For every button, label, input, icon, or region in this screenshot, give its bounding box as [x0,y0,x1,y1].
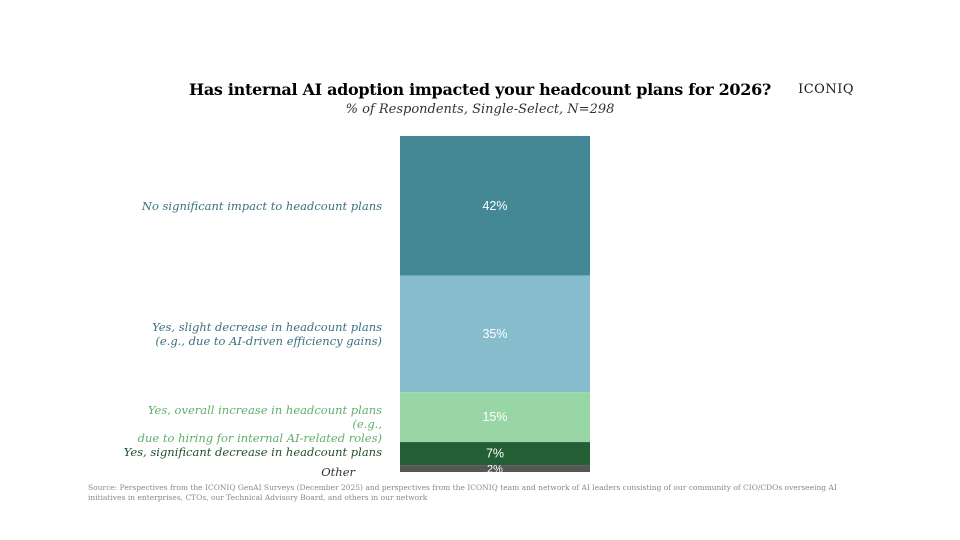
category-label-line: (e.g., due to AI-driven efficiency gains… [155,333,382,348]
category-label-line: No significant impact to headcount plans [141,198,382,213]
category-label-line: Yes, significant decrease in headcount p… [123,444,382,459]
chart-title: Has internal AI adoption impacted your h… [189,80,771,99]
category-label-significant-decrease: Yes, significant decrease in headcount p… [122,445,382,459]
category-label-slight-decrease: Yes, slight decrease in headcount plans(… [122,320,382,348]
bar-segment-significant-decrease [400,442,590,466]
data-label-overall-increase: 15% [482,410,507,424]
category-label-other: Other [95,465,355,479]
data-label-significant-decrease: 7% [486,447,504,461]
data-label-slight-decrease: 35% [482,327,507,341]
bar-segment-slight-decrease [400,275,590,393]
data-label-other: 2% [487,464,503,476]
category-label-line: Other [321,464,355,479]
category-label-no-impact: No significant impact to headcount plans [122,199,382,213]
bar-segment-no-impact [400,136,590,276]
category-label-line: Yes, overall increase in headcount plans… [147,403,382,432]
category-label-line: Yes, slight decrease in headcount plans [152,319,382,334]
category-label-line: due to hiring for internal AI-related ro… [137,431,382,446]
chart-subtitle: % of Respondents, Single-Select, N=298 [345,102,615,117]
data-label-no-impact: 42% [482,199,507,213]
category-label-overall-increase: Yes, overall increase in headcount plans… [122,403,382,445]
source-note: Source: Perspectives from the ICONIQ Gen… [88,483,837,502]
bar-segment-other [400,465,590,472]
brand-logo: ICONIQ [798,82,854,97]
bar-segment-overall-increase [400,392,590,443]
